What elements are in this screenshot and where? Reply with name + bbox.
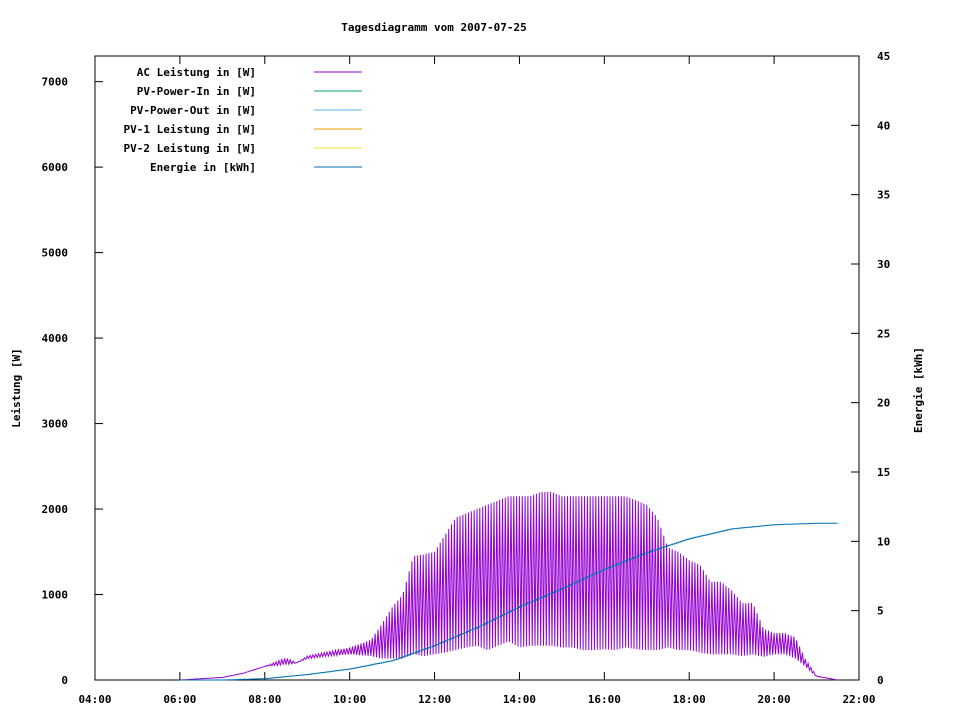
x-tick-label: 12:00 (418, 693, 451, 706)
ticks-layer: 04:00 06:00 08:00 10:00 12:00 14:00 16:00 18:00… (42, 50, 891, 706)
y2-tick-label: 25 (877, 327, 890, 340)
y2-tick-label: 15 (877, 466, 890, 479)
legend-label: Energie in [kWh] (150, 161, 256, 174)
y-tick-label: 0 (61, 674, 68, 687)
y2-tick-label: 0 (877, 674, 884, 687)
y2-tick-label: 5 (877, 605, 884, 618)
y-tick-label: 2000 (42, 503, 69, 516)
y2-tick-label: 30 (877, 258, 890, 271)
legend-label: PV-1 Leistung in [W] (124, 123, 256, 136)
y-tick-label: 5000 (42, 247, 69, 260)
x-tick-label: 16:00 (588, 693, 621, 706)
y-tick-label: 6000 (42, 161, 69, 174)
series-line-0 (179, 491, 838, 681)
series-layer (179, 491, 838, 681)
legend-label: PV-2 Leistung in [W] (124, 142, 256, 155)
y2-tick-label: 40 (877, 119, 890, 132)
y2-tick-label: 45 (877, 50, 890, 63)
x-tick-label: 08:00 (248, 693, 281, 706)
plot-frame (94, 55, 860, 681)
y-tick-label: 3000 (42, 418, 69, 431)
x-tick-label: 04:00 (78, 693, 111, 706)
x-tick-label: 18:00 (673, 693, 706, 706)
x-tick-label: 14:00 (503, 693, 536, 706)
y-tick-label: 1000 (42, 589, 69, 602)
y2-tick-label: 20 (877, 397, 890, 410)
legend-label: AC Leistung in [W] (137, 66, 256, 79)
x-tick-label: 20:00 (758, 693, 791, 706)
series-line-5 (179, 522, 838, 681)
x-tick-label: 22:00 (842, 693, 875, 706)
x-tick-label: 06:00 (163, 693, 196, 706)
y-tick-label: 7000 (42, 76, 69, 89)
legend-label: PV-Power-Out in [W] (130, 104, 256, 117)
y-axis-label: Leistung [W] (10, 348, 23, 427)
chart-title: Tagesdiagramm vom 2007-07-25 (341, 21, 526, 34)
y2-tick-label: 35 (877, 189, 890, 202)
y-tick-label: 4000 (42, 332, 69, 345)
legend: AC Leistung in [W] PV-Power-In in [W] PV-P… (124, 66, 362, 174)
y2-tick-label: 10 (877, 535, 890, 548)
x-tick-label: 10:00 (333, 693, 366, 706)
y2-axis-label: Energie [kWh] (912, 347, 925, 433)
legend-label: PV-Power-In in [W] (137, 85, 256, 98)
